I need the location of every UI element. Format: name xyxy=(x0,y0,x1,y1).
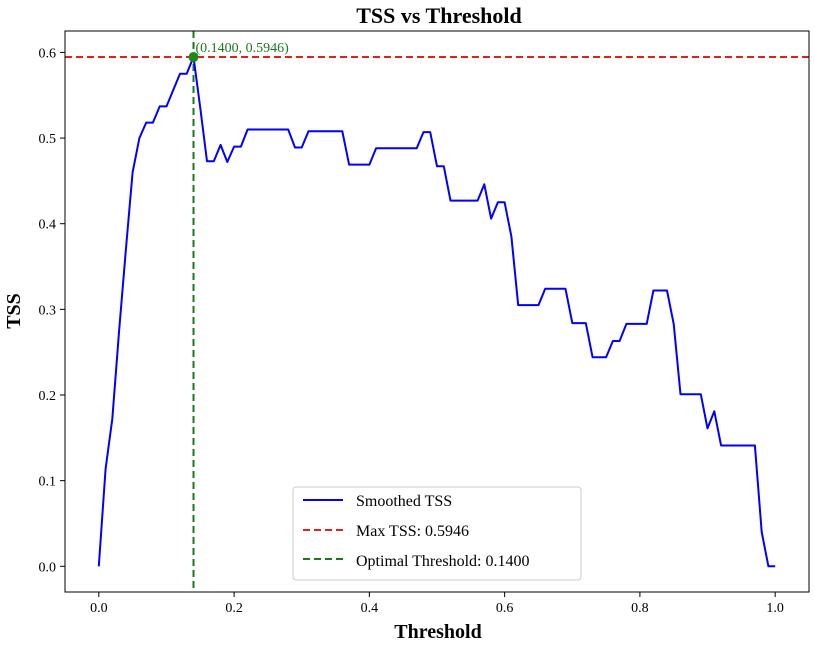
y-tick-label: 0.6 xyxy=(39,46,57,61)
x-tick-label: 1.0 xyxy=(766,601,784,616)
marker-layer: (0.1400, 0.5946) xyxy=(188,41,290,63)
legend-box xyxy=(292,486,582,581)
legend-label-max-tss: Max TSS: 0.5946 xyxy=(356,523,469,540)
legend-label-smoothed-tss: Smoothed TSS xyxy=(356,493,452,510)
plot-area: 0.0 0.2 0.4 0.6 0.8 1.0 0.0 0.1 0.2 0.3 0.4 0.5 0.6… xyxy=(39,30,810,616)
legend-label-optimal-threshold: Optimal Threshold: 0.1400 xyxy=(356,553,529,570)
x-tick-label: 0.6 xyxy=(496,601,514,616)
smoothed-tss-line xyxy=(97,56,776,568)
max-point-annotation: (0.1400, 0.5946) xyxy=(196,41,290,56)
x-tick-label: 0.2 xyxy=(225,601,243,616)
x-tick-label: 0.0 xyxy=(90,601,108,616)
plot-frame xyxy=(64,30,810,593)
chart-title: TSS vs Threshold xyxy=(356,3,522,28)
y-tick-label: 0.2 xyxy=(39,389,57,404)
max-tss-point xyxy=(188,52,199,63)
y-tick-label: 0.1 xyxy=(39,475,57,490)
x-tick-label: 0.8 xyxy=(631,601,649,616)
y-axis: 0.0 0.1 0.2 0.3 0.4 0.5 0.6 xyxy=(39,46,65,575)
y-tick-label: 0.3 xyxy=(39,303,57,318)
x-tick-label: 0.4 xyxy=(361,601,379,616)
x-axis-label: Threshold xyxy=(394,621,481,643)
y-tick-label: 0.5 xyxy=(39,132,57,147)
legend: Smoothed TSS Max TSS: 0.5946 Optimal Thr… xyxy=(292,486,582,581)
y-axis-label: TSS xyxy=(3,293,25,329)
x-axis: 0.0 0.2 0.4 0.6 0.8 1.0 xyxy=(90,592,784,616)
y-tick-label: 0.4 xyxy=(39,218,57,233)
series-layer xyxy=(97,56,776,568)
y-tick-label: 0.0 xyxy=(39,560,57,575)
